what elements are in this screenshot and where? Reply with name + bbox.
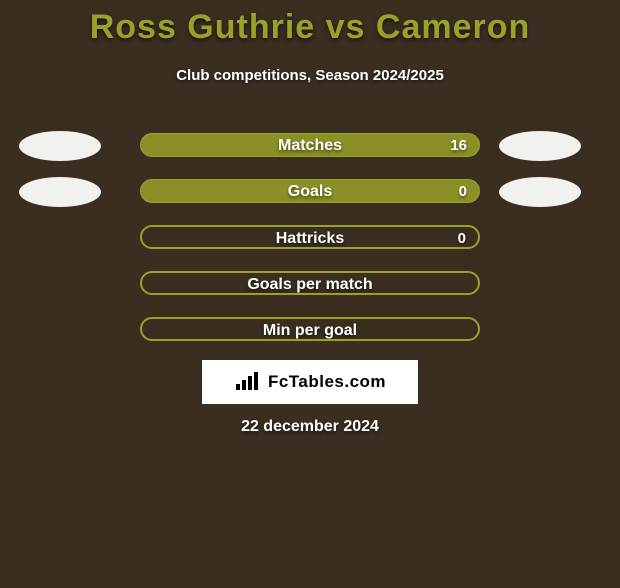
bar-row: Min per goal [140, 317, 480, 341]
bars-area: Matches16 Goals0 Hattricks0 Goals per match… [140, 133, 480, 363]
brand-box: FcTables.com [202, 360, 418, 404]
right-player-avatar [499, 131, 581, 161]
footer-date: 22 december 2024 [0, 418, 620, 436]
brand-bars-icon [234, 372, 262, 392]
bar-value: 0 [458, 227, 466, 249]
bar-fill [141, 134, 479, 156]
brand-text: FcTables.com [268, 372, 386, 392]
bar-label: Min per goal [142, 319, 478, 341]
bar-row: Goals per match [140, 271, 480, 295]
bar-row: Matches16 [140, 133, 480, 157]
bar-fill [141, 180, 479, 202]
bar-row: Goals0 [140, 179, 480, 203]
right-player-avatar [499, 177, 581, 207]
bar-label: Goals per match [142, 273, 478, 295]
bar-row: Hattricks0 [140, 225, 480, 249]
page-title: Ross Guthrie vs Cameron [0, 8, 620, 47]
subtitle: Club competitions, Season 2024/2025 [0, 67, 620, 84]
bar-label: Hattricks [142, 227, 478, 249]
left-player-avatar [19, 131, 101, 161]
left-player-avatar [19, 177, 101, 207]
